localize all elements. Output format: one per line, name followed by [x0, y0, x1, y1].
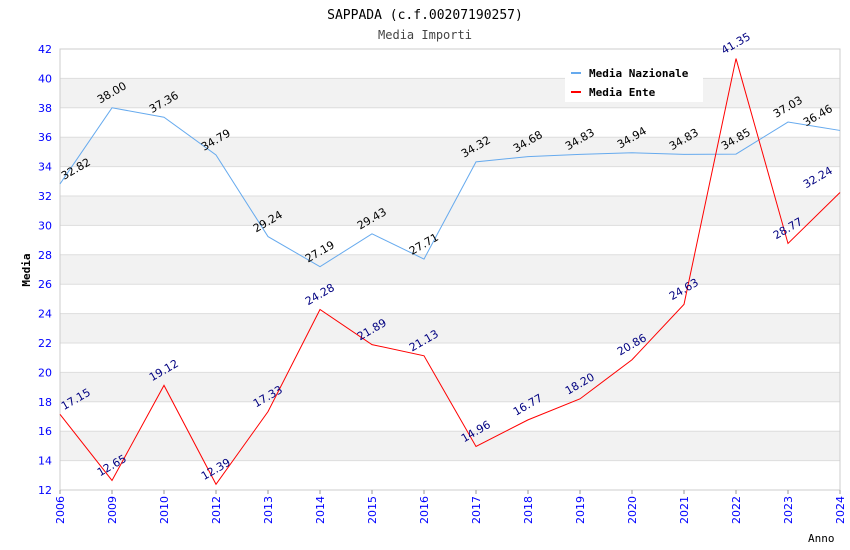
legend: Media Nazionale Media Ente — [565, 60, 703, 102]
grid-band — [60, 284, 840, 314]
y-tick-label: 38 — [38, 102, 52, 115]
grid-band — [60, 225, 840, 255]
y-tick-label: 12 — [38, 484, 52, 497]
x-tick-label: 2010 — [158, 496, 171, 524]
y-tick-label: 14 — [38, 455, 52, 468]
x-tick-label: 2019 — [574, 496, 587, 524]
y-tick-label: 34 — [38, 161, 52, 174]
x-tick-label: 2021 — [678, 496, 691, 524]
y-tick-label: 16 — [38, 425, 52, 438]
x-tick-label: 2022 — [730, 496, 743, 524]
series-line-1 — [59, 58, 841, 486]
x-axis-label: Anno — [808, 532, 835, 545]
legend-label: Media Ente — [589, 86, 656, 99]
y-tick-label: 26 — [38, 278, 52, 291]
x-tick-label: 2020 — [626, 496, 639, 524]
x-tick-label: 2018 — [522, 496, 535, 524]
y-tick-label: 20 — [38, 366, 52, 379]
y-tick-label: 28 — [38, 249, 52, 262]
chart-subtitle: Media Importi — [378, 28, 472, 42]
y-tick-label: 30 — [38, 219, 52, 232]
series-line-0 — [59, 107, 841, 268]
grid-band — [60, 460, 840, 490]
x-tick-label: 2024 — [834, 496, 847, 524]
grid-band — [60, 313, 840, 343]
grid-band — [60, 254, 840, 285]
y-tick-label: 18 — [38, 396, 52, 409]
x-tick-label: 2014 — [314, 496, 327, 524]
x-tick-label: 2016 — [418, 496, 431, 524]
x-tick-label: 2015 — [366, 496, 379, 524]
grid-band — [60, 166, 840, 196]
y-tick-label: 32 — [38, 190, 52, 203]
grid-band — [60, 78, 840, 108]
legend-label: Media Nazionale — [589, 67, 689, 80]
grid-band — [60, 401, 840, 432]
grid-band — [60, 372, 840, 402]
y-tick-label: 36 — [38, 131, 52, 144]
x-tick-label: 2023 — [782, 496, 795, 524]
chart-title: SAPPADA (c.f.00207190257) — [327, 8, 523, 23]
plot-border — [59, 48, 841, 491]
grid-band — [60, 431, 840, 461]
grid-band — [60, 49, 840, 79]
grid-band — [60, 107, 840, 138]
x-tick-label: 2017 — [470, 496, 483, 524]
y-tick-label: 22 — [38, 337, 52, 350]
grid-band — [60, 137, 840, 167]
x-tick-label: 2012 — [210, 496, 223, 524]
y-tick-label: 42 — [38, 43, 52, 56]
y-tick-label: 40 — [38, 72, 52, 85]
x-tick-label: 2006 — [54, 496, 67, 524]
y-tick-label: 24 — [38, 308, 52, 321]
x-tick-label: 2013 — [262, 496, 275, 524]
grid-band — [60, 343, 840, 373]
x-tick-label: 2009 — [106, 496, 119, 524]
y-axis-label: Media — [20, 253, 33, 286]
